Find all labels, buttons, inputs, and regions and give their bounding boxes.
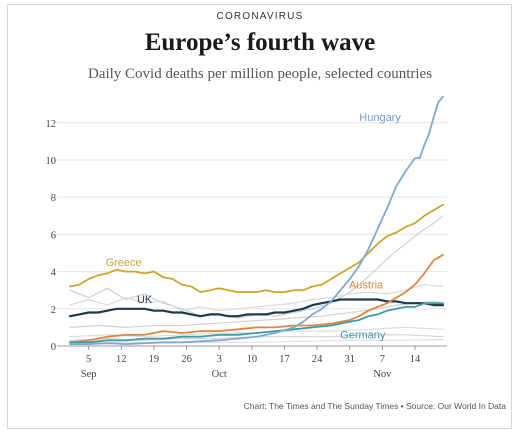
month-label: Sep (81, 369, 97, 380)
x-tick-label: 14 (410, 354, 421, 365)
x-tick-label: 19 (149, 354, 160, 365)
x-tick-label: 3 (217, 354, 222, 365)
series-line-background (69, 338, 444, 344)
source-note: Chart: The Times and The Sunday Times • … (243, 401, 506, 411)
series-line-germany (69, 302, 444, 344)
grid (57, 122, 447, 350)
x-tick-label: 24 (312, 354, 323, 365)
x-tick-label: 7 (380, 354, 385, 365)
x-tick-label: 12 (116, 354, 127, 365)
series-labels: Hungary Greece UK Austria Germany (106, 112, 402, 342)
series-line-hungary (69, 95, 444, 345)
x-tick-label: 26 (181, 354, 192, 365)
series-label-austria: Austria (349, 279, 384, 291)
chart-card (7, 4, 512, 429)
chart-subtitle: Daily Covid deaths per million people, s… (87, 66, 433, 82)
series-line-background (69, 284, 444, 312)
month-label: Oct (212, 369, 227, 380)
section-kicker: CORONAVIRUS (216, 11, 304, 22)
y-tick-label: 10 (46, 156, 57, 167)
y-tick-label: 2 (51, 305, 56, 316)
x-tick-label: 10 (247, 354, 258, 365)
chart-title: Europe’s fourth wave (144, 29, 376, 56)
y-tick-label: 12 (46, 119, 57, 130)
y-tick-label: 0 (51, 342, 56, 353)
series-label-hungary: Hungary (359, 112, 401, 124)
y-tick-label: 6 (51, 230, 56, 241)
series-line-uk (68, 298, 445, 318)
x-tick-label: 17 (279, 354, 290, 365)
series-line-background (69, 215, 444, 319)
month-label: Nov (373, 369, 392, 380)
series-label-greece: Greece (106, 257, 142, 269)
y-tick-label: 8 (51, 193, 56, 204)
series-line-austria (69, 253, 444, 344)
series-label-uk: UK (137, 294, 153, 306)
x-tick-label: 31 (345, 354, 356, 365)
series-label-germany: Germany (340, 330, 386, 342)
x-tick-label: 5 (86, 354, 91, 365)
series-lines (68, 95, 445, 345)
series-line-greece (69, 203, 444, 293)
y-tick-label: 4 (51, 268, 57, 279)
